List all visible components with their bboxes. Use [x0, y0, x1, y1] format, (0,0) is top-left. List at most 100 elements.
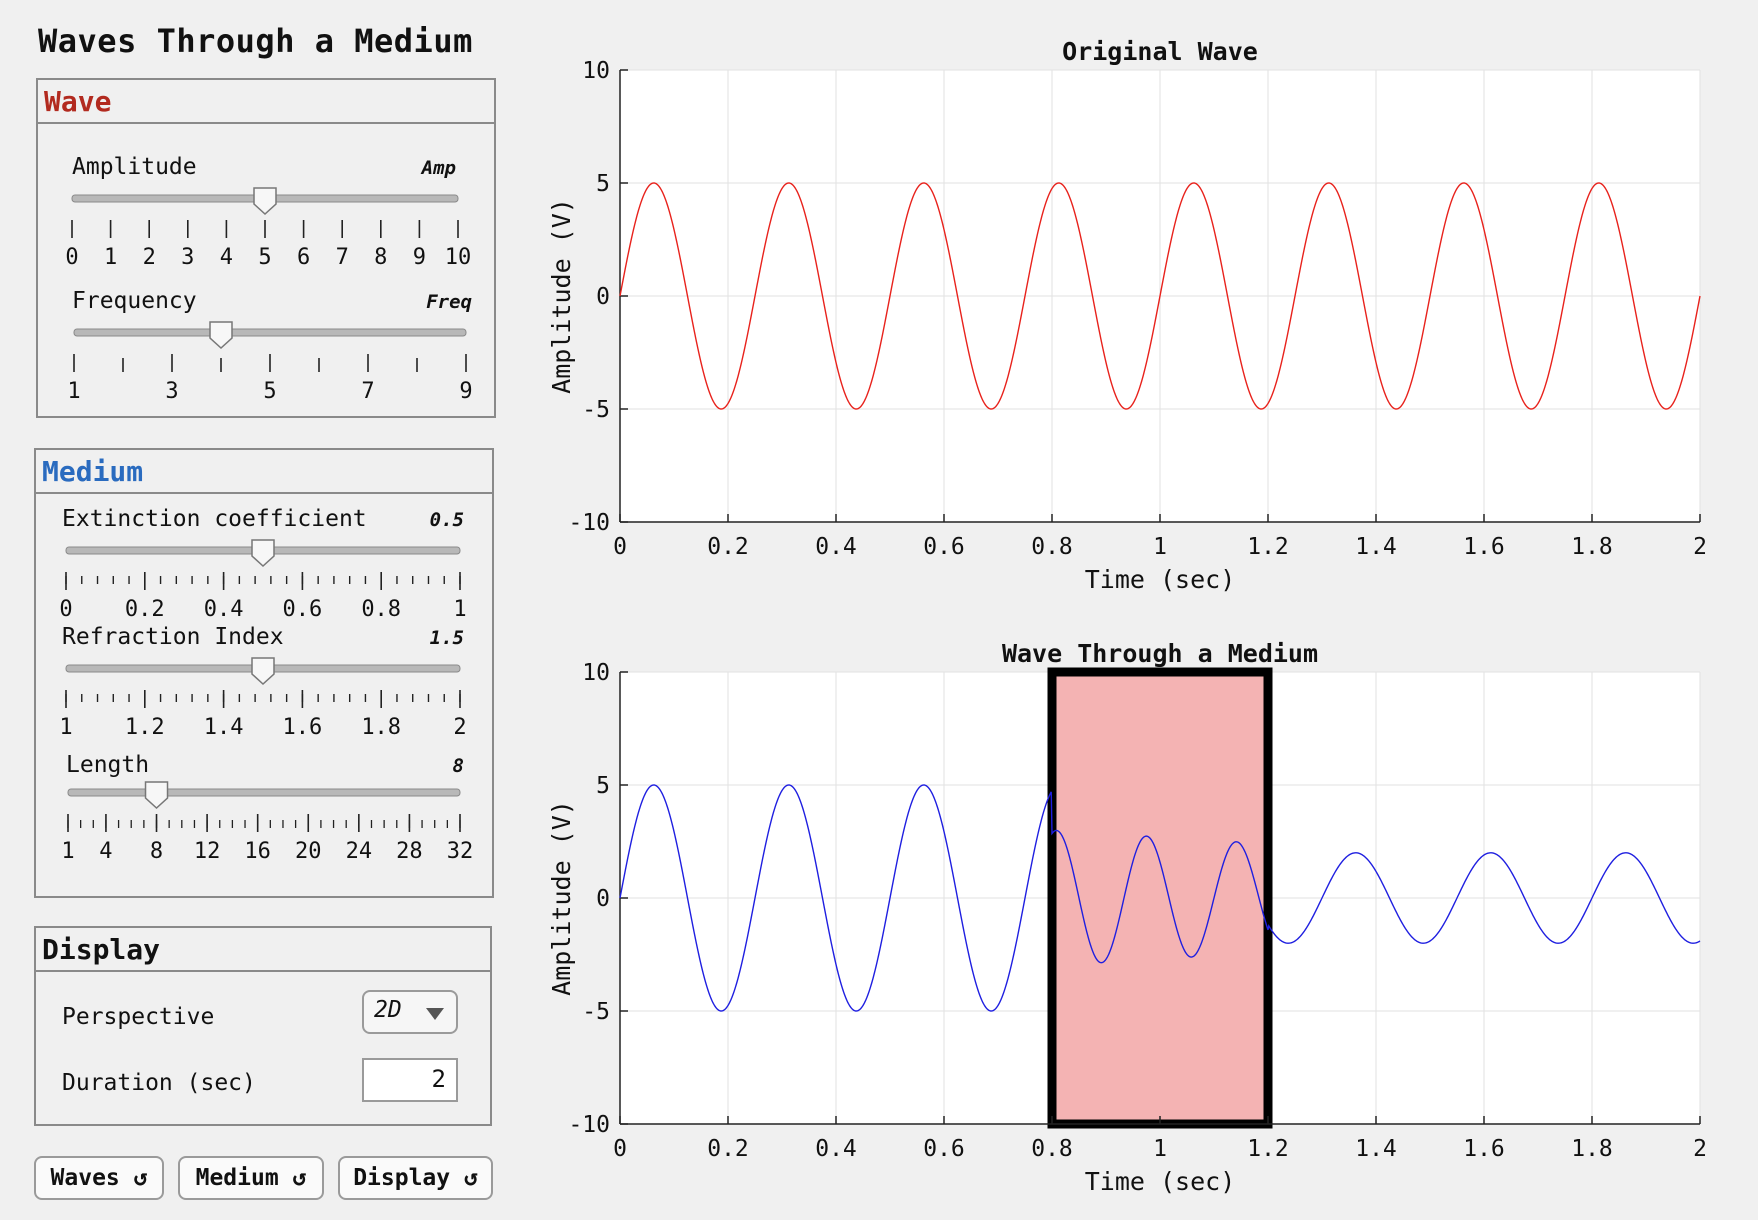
x-tick-label: 1 [1153, 1136, 1167, 1162]
x-tick-label: 0 [613, 1136, 627, 1162]
slider-tick-label: 1.4 [204, 715, 244, 740]
y-tick-label: -5 [582, 397, 610, 423]
slider-tick-label: 1 [59, 715, 72, 740]
frequency-tag: Freq [426, 291, 472, 313]
slider-tick-label: 7 [361, 379, 374, 404]
slider-tick-label: 8 [374, 245, 387, 270]
slider-tick-label: 0.2 [125, 597, 165, 622]
x-tick-label: 1.8 [1571, 534, 1613, 560]
length-slider[interactable]: 1 4 8 12 16 20 24 28 32 [36, 774, 492, 874]
slider-tick-label: 8 [150, 839, 163, 864]
x-tick-label: 0.4 [815, 534, 857, 560]
x-tick-label: 1.2 [1247, 534, 1289, 560]
extinction-label: Extinction coefficient [62, 506, 367, 532]
x-tick-label: 0.6 [923, 534, 965, 560]
y-axis-label: Amplitude (V) [547, 198, 576, 394]
x-tick-label: 0.2 [707, 534, 749, 560]
slider-tick-label: 0 [59, 597, 72, 622]
duration-input[interactable]: 2 [362, 1058, 458, 1102]
y-tick-label: 0 [596, 284, 610, 310]
y-tick-label: -5 [582, 999, 610, 1025]
x-tick-label: 0.8 [1031, 534, 1073, 560]
slider-tick-label: 28 [396, 839, 423, 864]
x-tick-label: 1.8 [1571, 1136, 1613, 1162]
x-tick-label: 1.4 [1355, 1136, 1397, 1162]
x-tick-label: 1.6 [1463, 534, 1505, 560]
medium-panel-title: Medium [36, 450, 492, 494]
slider-tick-label: 7 [336, 245, 349, 270]
slider-tick-label: 10 [445, 245, 472, 270]
slider-tick-label: 12 [194, 839, 221, 864]
display-panel-title: Display [36, 928, 490, 972]
slider-tick-label: 4 [99, 839, 112, 864]
slider-tick-label: 1.6 [283, 715, 323, 740]
slider-thumb [251, 539, 275, 568]
x-tick-label: 1.4 [1355, 534, 1397, 560]
slider-tick-label: 3 [165, 379, 178, 404]
x-tick-label: 0 [613, 534, 627, 560]
slider-tick-label: 1.8 [361, 715, 401, 740]
extinction-tag: 0.5 [429, 509, 464, 531]
duration-label: Duration (sec) [62, 1070, 256, 1096]
refraction-index-slider[interactable]: 1 1.2 1.4 1.6 1.8 2 [36, 650, 492, 750]
reset-display-button[interactable]: Display ↺ [338, 1156, 493, 1200]
y-tick-label: -10 [568, 510, 610, 536]
display-panel: Display Perspective 2D Duration (sec) 2 [34, 926, 492, 1126]
slider-tick-label: 5 [258, 245, 271, 270]
amplitude-tag: Amp [421, 157, 456, 179]
y-tick-label: -10 [568, 1112, 610, 1138]
slider-tick-label: 9 [413, 245, 426, 270]
frequency-slider[interactable]: 1 3 5 7 9 [38, 314, 494, 414]
slider-tick-label: 4 [220, 245, 233, 270]
y-tick-label: 10 [582, 58, 610, 84]
slider-track [67, 788, 461, 797]
slider-tick-label: 0.6 [283, 597, 323, 622]
amplitude-slider[interactable]: 0 1 2 3 4 5 6 7 8 9 10 [38, 180, 494, 280]
x-tick-label: 0.4 [815, 1136, 857, 1162]
medium-region [1047, 667, 1273, 1129]
app-title: Waves Through a Medium [38, 22, 473, 60]
slider-tick-label: 2 [453, 715, 466, 740]
y-axis-label: Amplitude (V) [547, 800, 576, 996]
slider-tick-label: 6 [297, 245, 310, 270]
slider-thumb [209, 321, 233, 350]
y-tick-label: 5 [596, 773, 610, 799]
wave-panel: Wave Amplitude Amp 0 1 2 3 4 5 6 7 8 9 10 Frequenc… [36, 78, 496, 418]
perspective-dropdown[interactable]: 2D [362, 990, 458, 1034]
slider-thumb [253, 187, 277, 216]
slider-thumb [144, 781, 169, 810]
slider-tick-label: 5 [263, 379, 276, 404]
y-tick-label: 5 [596, 171, 610, 197]
reset-waves-button[interactable]: Waves ↺ [34, 1156, 164, 1200]
x-axis-label: Time (sec) [1085, 565, 1236, 594]
slider-tick-label: 1 [67, 379, 80, 404]
y-tick-label: 0 [596, 886, 610, 912]
plot-title: Original Wave [1062, 37, 1258, 66]
wave-line [619, 182, 1701, 410]
slider-tick-label: 24 [346, 839, 373, 864]
y-tick-label: 10 [582, 660, 610, 686]
slider-tick-label: 20 [295, 839, 322, 864]
slider-track [73, 328, 467, 337]
chevron-down-icon [426, 1008, 444, 1020]
amplitude-label: Amplitude [72, 154, 197, 180]
perspective-value: 2D [374, 997, 402, 1023]
original-wave-plot: 0 0.2 0.4 0.6 0.8 1 1.2 1.4 1.6 1.8 2 10 5 0 -5 -10 Orig… [547, 37, 1707, 594]
slider-tick-label: 0 [65, 245, 78, 270]
reset-medium-button[interactable]: Medium ↺ [178, 1156, 324, 1200]
slider-tick-label: 1 [104, 245, 117, 270]
x-tick-label: 0.2 [707, 1136, 749, 1162]
refraction-tag: 1.5 [429, 627, 464, 649]
wave-through-medium-plot: 0 0.2 0.4 0.6 0.8 1 1.2 1.4 1.6 1.8 2 10 5 0 -5 -10 Wave… [547, 639, 1707, 1196]
slider-thumb [251, 657, 275, 686]
slider-tick-label: 32 [447, 839, 474, 864]
wave-line [619, 784, 1701, 1012]
extinction-coefficient-slider[interactable]: 0 0.2 0.4 0.6 0.8 1 [36, 532, 492, 632]
slider-tick-label: 1 [453, 597, 466, 622]
slider-tick-label: 3 [181, 245, 194, 270]
x-tick-label: 2 [1693, 1136, 1707, 1162]
length-tag: 8 [452, 755, 464, 777]
x-tick-label: 2 [1693, 534, 1707, 560]
x-tick-label: 1 [1153, 534, 1167, 560]
medium-panel: Medium Extinction coefficient 0.5 0 0.2 0.… [34, 448, 494, 898]
